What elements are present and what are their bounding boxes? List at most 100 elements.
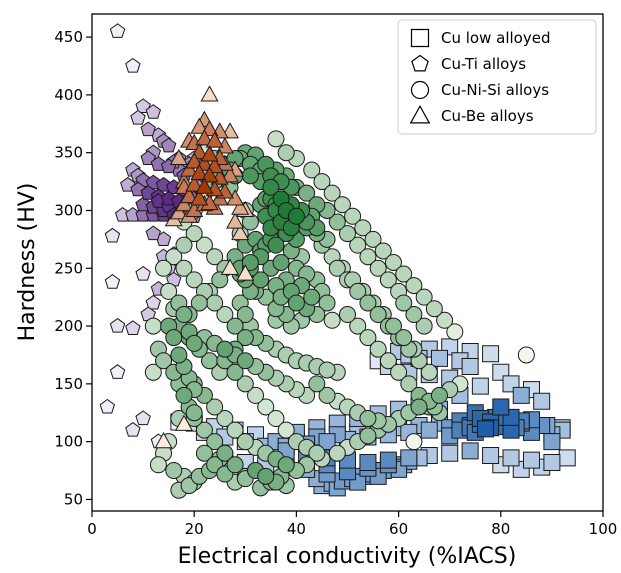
data-point bbox=[226, 421, 244, 439]
data-point bbox=[155, 352, 173, 370]
data-point bbox=[425, 300, 443, 318]
data-point bbox=[369, 306, 387, 323]
data-point bbox=[109, 23, 126, 38]
data-point bbox=[492, 398, 510, 416]
data-point bbox=[277, 456, 295, 474]
data-point bbox=[220, 166, 240, 183]
data-point bbox=[200, 85, 219, 102]
data-point bbox=[390, 363, 408, 381]
data-point bbox=[125, 421, 141, 437]
data-point bbox=[374, 242, 392, 260]
data-point bbox=[125, 320, 141, 335]
data-point bbox=[145, 104, 162, 119]
data-point bbox=[471, 377, 489, 395]
data-point bbox=[195, 177, 214, 194]
data-point bbox=[359, 248, 377, 266]
data-point bbox=[205, 131, 224, 148]
data-point bbox=[267, 410, 285, 427]
data-point bbox=[135, 265, 151, 281]
series-triangle bbox=[154, 85, 255, 449]
data-point bbox=[369, 259, 387, 277]
data-point bbox=[533, 392, 551, 410]
data-point bbox=[379, 352, 397, 370]
y-axis: 50 100 150 200 250 300 350 400 450 bbox=[54, 28, 92, 508]
data-point bbox=[160, 137, 177, 153]
data-point bbox=[415, 288, 433, 306]
y-tick-label: 350 bbox=[54, 144, 83, 162]
data-point bbox=[277, 144, 295, 162]
data-point bbox=[298, 184, 316, 202]
data-point bbox=[461, 442, 479, 460]
legend-label: Cu low alloyed bbox=[441, 29, 550, 47]
data-point bbox=[395, 265, 413, 283]
data-point bbox=[354, 219, 372, 237]
data-point bbox=[160, 282, 178, 300]
plot-frame bbox=[91, 13, 604, 512]
data-point bbox=[125, 57, 141, 73]
data-point bbox=[482, 345, 500, 363]
y-tick-label: 100 bbox=[54, 433, 83, 451]
data-point bbox=[522, 451, 540, 469]
data-point bbox=[185, 334, 203, 352]
data-point bbox=[144, 317, 162, 335]
data-point bbox=[195, 444, 213, 462]
y-tick-label: 450 bbox=[54, 28, 83, 46]
data-point bbox=[543, 433, 561, 451]
data-point bbox=[175, 306, 193, 323]
data-point bbox=[109, 317, 126, 333]
y-tick-label: 250 bbox=[54, 259, 83, 277]
data-point bbox=[185, 271, 203, 289]
data-point bbox=[154, 432, 173, 449]
data-point bbox=[379, 271, 397, 289]
data-point bbox=[211, 271, 229, 289]
y-tick-label: 150 bbox=[54, 375, 83, 393]
data-point bbox=[328, 444, 346, 462]
data-point bbox=[206, 294, 224, 312]
data-point bbox=[231, 198, 250, 215]
data-point bbox=[349, 282, 367, 300]
x-tick-label: 100 bbox=[589, 520, 618, 538]
data-point bbox=[262, 178, 280, 196]
data-point bbox=[359, 410, 377, 427]
data-point bbox=[99, 398, 116, 414]
y-tick-label: 200 bbox=[54, 317, 83, 335]
data-point bbox=[174, 195, 194, 212]
legend-label: Cu-Ti alloys bbox=[441, 55, 526, 73]
data-point bbox=[410, 398, 428, 416]
data-point bbox=[216, 444, 234, 462]
data-point bbox=[195, 129, 214, 146]
data-point bbox=[170, 346, 188, 364]
data-point bbox=[267, 130, 285, 148]
data-point bbox=[185, 152, 204, 169]
data-point bbox=[190, 163, 209, 181]
data-point bbox=[236, 264, 255, 281]
data-point bbox=[206, 248, 224, 266]
data-point bbox=[165, 462, 183, 479]
data-point bbox=[323, 311, 341, 329]
legend-marker bbox=[410, 80, 430, 100]
data-point bbox=[430, 349, 448, 367]
data-point bbox=[226, 456, 244, 474]
x-tick-label: 40 bbox=[287, 520, 306, 538]
data-point bbox=[482, 447, 500, 465]
data-point bbox=[130, 109, 146, 125]
data-point bbox=[359, 329, 377, 347]
data-point bbox=[384, 254, 402, 271]
y-tick-label: 50 bbox=[64, 490, 83, 508]
data-point bbox=[364, 230, 382, 248]
data-point bbox=[267, 236, 285, 254]
data-point bbox=[359, 294, 377, 312]
legend-marker bbox=[409, 104, 431, 124]
data-point bbox=[328, 259, 346, 277]
data-point bbox=[395, 294, 413, 312]
data-point bbox=[185, 404, 203, 422]
data-point bbox=[236, 352, 254, 370]
data-point bbox=[476, 420, 494, 438]
data-point bbox=[236, 433, 254, 451]
data-point bbox=[174, 414, 194, 431]
data-point bbox=[144, 363, 162, 381]
points-layer bbox=[99, 23, 576, 499]
data-point bbox=[287, 207, 305, 225]
data-point bbox=[190, 189, 209, 206]
